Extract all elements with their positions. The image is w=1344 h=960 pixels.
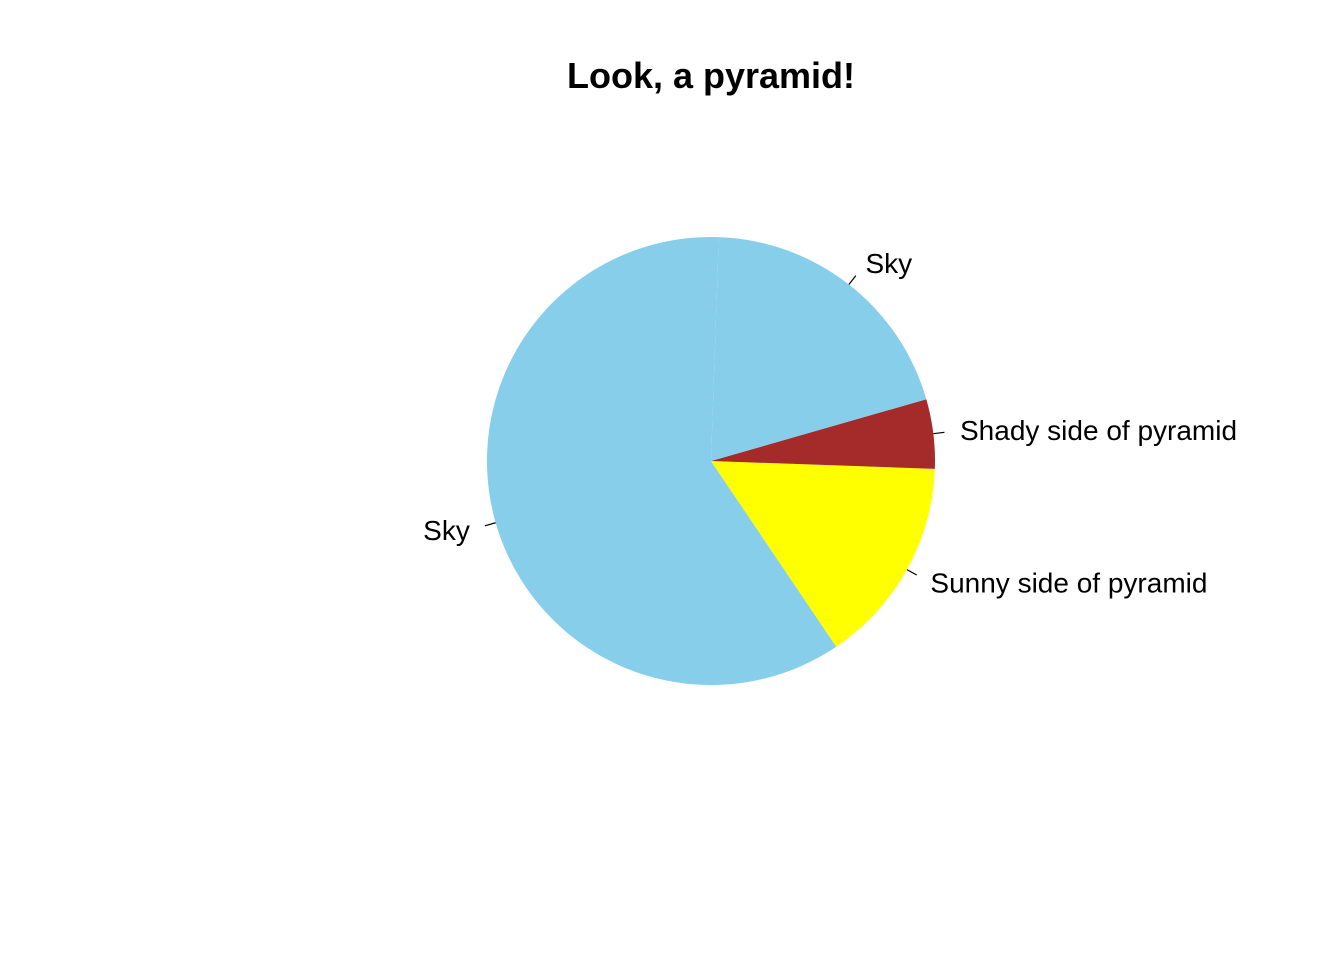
- pie-slice: [711, 237, 927, 461]
- pie-label: Sky: [423, 515, 470, 546]
- pie-label-tick: [484, 522, 496, 527]
- pie-label: Sunny side of pyramid: [930, 567, 1207, 598]
- pie-labels: Sky Sunny side of pyramid Shady side of py…: [423, 248, 1237, 598]
- pie-label: Shady side of pyramid: [960, 415, 1237, 446]
- pie-slices: [486, 237, 935, 686]
- pie-slice: [711, 399, 935, 469]
- pie-label-tick: [933, 431, 945, 435]
- chart-title: Look, a pyramid!: [566, 55, 856, 96]
- pie-slice: [711, 461, 935, 647]
- pie-label: Sky: [865, 248, 912, 279]
- pie-label-tick: [848, 275, 857, 285]
- pie-label-tick: [906, 569, 918, 576]
- pie-slice: [486, 237, 837, 686]
